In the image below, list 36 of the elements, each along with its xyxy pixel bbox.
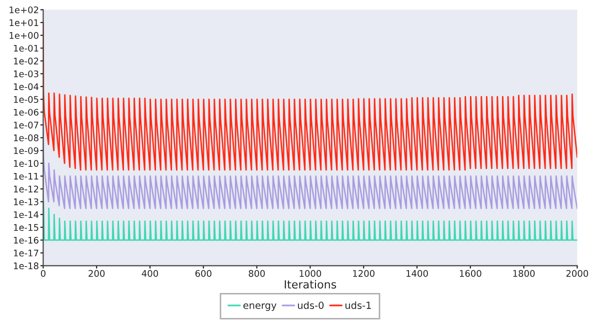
x-tick-label: 200 [88,270,105,277]
x-tick-label: 2000 [566,270,588,277]
y-tick-label: 1e+01 [10,19,38,26]
x-tick-label: 1000 [300,270,322,277]
x-tick-label: 1800 [513,270,535,277]
legend-label: energy [243,303,276,311]
y-tick-label: 1e-03 [14,70,38,78]
y-tick-label: 1e-16 [14,236,38,244]
y-tick-label: 1e+02 [10,6,38,14]
x-tick-label: 1600 [460,270,482,277]
y-tick-label: 1e-17 [14,250,38,256]
y-tick-label: 1e-18 [14,262,38,270]
y-tick-label: 1e-04 [14,83,39,90]
y-tick-label: 1e-12 [14,186,38,192]
legend-label: uds-1 [345,301,371,309]
x-tick-label: 1400 [406,270,428,277]
y-tick-label: 1e-08 [14,134,38,142]
y-tick-label: 1e-06 [14,108,38,116]
y-tick-label: 1e-01 [14,44,38,52]
y-tick-label: 1e-09 [14,147,38,154]
y-tick-label: 1e-13 [14,198,38,206]
x-tick-label: 600 [195,270,212,277]
x-tick-label: 800 [248,270,265,277]
y-tick-label: 1e-07 [14,122,38,128]
y-tick-label: 1e+00 [10,32,38,39]
y-tick-label: 1e-10 [14,160,38,167]
y-tick-label: 1e-15 [14,224,38,231]
x-tick-label: 1200 [353,270,374,277]
y-tick-label: 1e-05 [14,96,38,103]
x-tick-label: 400 [142,270,158,277]
y-tick-label: 1e-11 [14,172,38,180]
x-tick-label: 0 [40,270,46,277]
y-tick-label: 1e-02 [14,58,38,64]
y-tick-label: 1e-14 [14,211,39,218]
legend-label: uds-0 [298,301,324,309]
x-axis-title: Iterations [284,280,336,289]
